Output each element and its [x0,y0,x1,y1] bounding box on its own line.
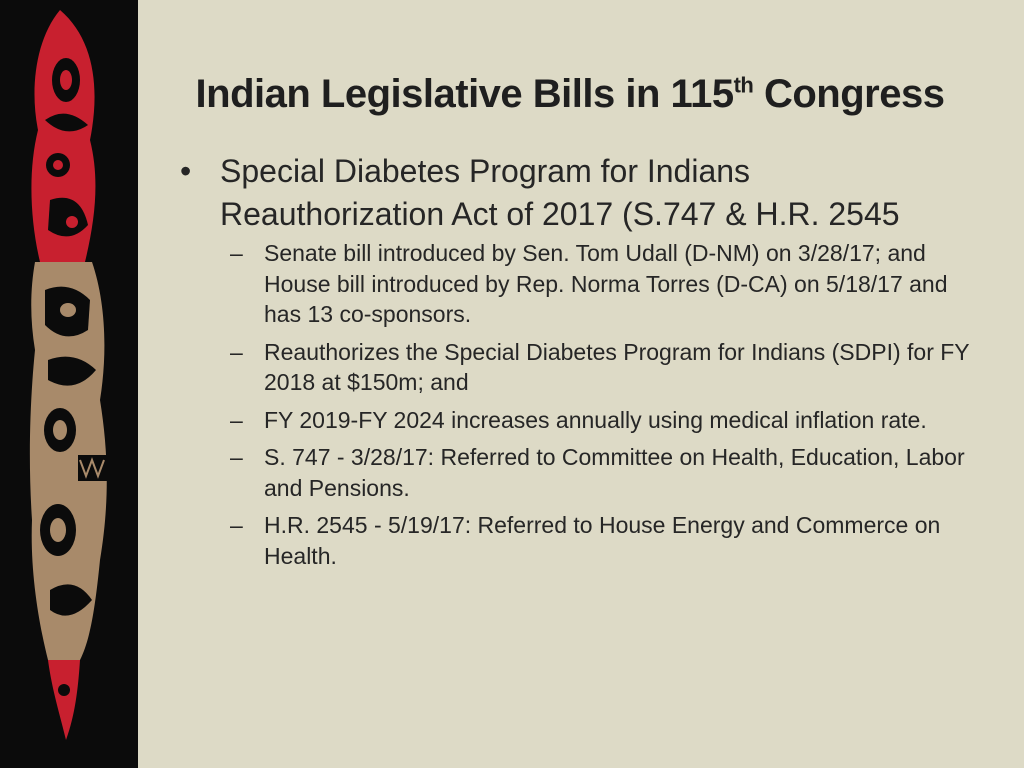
bullet-list: • Special Diabetes Program for Indians R… [180,150,970,578]
sub-list-item: – S. 747 - 3/28/17: Referred to Committe… [180,442,970,503]
dash-marker: – [230,338,243,365]
dash-marker: – [230,512,243,538]
sub-bullet-text: FY 2019-FY 2024 increases annually using… [264,406,927,433]
dash-marker: – [230,444,243,470]
sub-bullet-text: Reauthorizes the Special Diabetes Progra… [264,338,970,396]
sub-list-item: – H.R. 2545 - 5/19/17: Referred to House… [180,510,970,571]
sub-list-item: – Reauthorizes the Special Diabetes Prog… [180,337,970,398]
sub-bullet-text: H.R. 2545 - 5/19/17: Referred to House E… [264,512,941,569]
dash-marker: – [230,406,243,433]
list-item: • Special Diabetes Program for Indians R… [180,150,970,236]
sub-list: – Senate bill introduced by Sen. Tom Uda… [180,238,970,571]
sub-list-item: – Senate bill introduced by Sen. Tom Uda… [180,238,970,330]
sub-list-item: – FY 2019-FY 2024 increases annually usi… [180,405,970,436]
dash-marker: – [230,240,243,266]
sub-bullet-text: S. 747 - 3/28/17: Referred to Committee … [264,444,965,501]
bullet-text: Special Diabetes Program for Indians Rea… [220,153,900,232]
decorative-side-panel [0,0,138,768]
bullet-marker: • [180,153,192,189]
page-title: Indian Legislative Bills in 115th Congre… [195,72,945,116]
totem-pole-formline-art-icon [29,10,108,740]
sub-bullet-text: Senate bill introduced by Sen. Tom Udall… [264,240,948,327]
